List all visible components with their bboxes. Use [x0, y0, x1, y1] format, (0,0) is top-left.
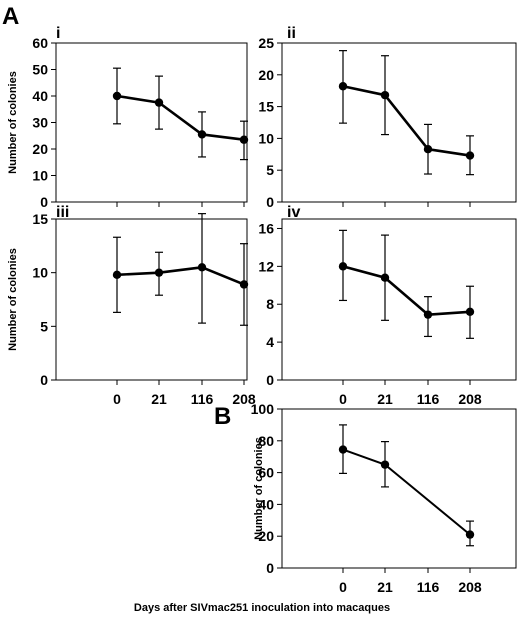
plot-frame-a-iii: [55, 218, 248, 381]
plot-frame-a-iv: [281, 218, 517, 381]
y-tick-label-a-i: 60: [32, 35, 48, 51]
y-tick-label-a-iii: 10: [32, 265, 48, 281]
panel-label-a-i: i: [56, 25, 60, 42]
y-tick-label-a-ii: 15: [258, 99, 274, 115]
data-point-a-ii: [338, 82, 348, 91]
panel-label-a-iii: iii: [56, 204, 69, 221]
y-tick-label-b: 80: [258, 433, 274, 449]
series-line-b: [342, 448, 471, 536]
y-tick-label-a-iv: 16: [258, 220, 274, 236]
data-point-a-ii: [380, 90, 390, 100]
y-tick-label-a-i: 10: [32, 168, 48, 184]
x-tick-label-a-iii: 0: [113, 391, 121, 407]
panel-label-a-iv: iv: [287, 204, 300, 221]
y-tick-label-b: 0: [266, 560, 274, 576]
data-point-a-iv: [465, 307, 475, 317]
x-tick-label-a-iii: 116: [191, 391, 214, 407]
x-tick-label-a-iii: 21: [151, 391, 167, 407]
y-tick-label-b: 20: [258, 528, 274, 544]
y-tick-label-a-iv: 12: [258, 258, 274, 274]
y-tick-label-b: 60: [258, 465, 274, 481]
plot-frame-a-i: [55, 42, 248, 203]
data-point-a-i: [112, 91, 122, 101]
data-point-a-iii: [154, 268, 164, 277]
y-tick-label-a-i: 40: [32, 88, 48, 104]
y-axis-label-a-iii: Number of colonies: [7, 248, 19, 351]
data-point-a-iii: [239, 280, 249, 289]
panel-letter-a: A: [2, 3, 19, 30]
data-point-b: [380, 460, 390, 469]
chart-a-ii: 0 5 10 15 20 25 ii: [258, 25, 517, 210]
data-point-a-iv: [423, 310, 433, 319]
y-tick-label-a-ii: 5: [266, 162, 274, 178]
x-tick-label-a-iv: 0: [339, 391, 347, 407]
y-tick-label-a-iii: 5: [40, 318, 48, 334]
x-tick-label-a-iv: 116: [417, 391, 440, 407]
data-point-a-i: [154, 98, 164, 107]
y-tick-label-b: 40: [258, 496, 274, 512]
y-axis-label-b: Number of colonies: [253, 437, 265, 540]
x-tick-label-b: 116: [417, 579, 440, 595]
x-tick-label-b: 0: [339, 579, 347, 595]
data-point-a-ii: [423, 145, 433, 154]
y-tick-label-a-i: 50: [32, 62, 48, 78]
panel-label-a-ii: ii: [287, 25, 296, 42]
data-point-a-iii: [197, 263, 207, 272]
plot-frame-b: [281, 408, 517, 569]
x-axis-title: Days after SIVmac251 inoculation into ma…: [134, 602, 390, 614]
plot-frame-a-ii: [281, 42, 517, 203]
chart-a-iv: 0 4 8 12 16 0 21 116 208 iv: [258, 204, 517, 407]
y-tick-label-a-i: 30: [32, 115, 48, 131]
y-tick-label-a-iii: 15: [32, 211, 48, 227]
series-line-a-iv: [342, 265, 471, 316]
y-tick-label-a-iii: 0: [40, 372, 48, 388]
x-tick-label-b: 21: [377, 579, 393, 595]
chart-b: 0 20 40 60 80 100 0 21 116 208 Number of colonies: [251, 401, 517, 595]
y-tick-label-a-iv: 0: [266, 372, 274, 388]
chart-a-i: 0 10 20 30 40 50 60 i Number of colonies: [7, 25, 249, 210]
y-tick-label-a-i: 20: [32, 141, 48, 157]
y-tick-label-a-iv: 8: [266, 296, 274, 312]
y-tick-label-a-ii: 25: [258, 35, 274, 51]
data-point-a-iv: [338, 262, 348, 271]
x-tick-label-a-iv: 208: [458, 391, 482, 407]
series-line-a-ii: [342, 84, 471, 157]
data-point-a-i: [197, 130, 207, 139]
data-point-b: [465, 530, 475, 539]
data-point-a-iv: [380, 273, 390, 282]
data-point-b: [338, 445, 348, 454]
x-tick-label-a-iii: 208: [232, 391, 256, 407]
chart-a-iii: 0 5 10 15 0 21 116 208 iii Number of colonies: [7, 204, 256, 407]
panel-letter-b: B: [214, 403, 231, 430]
y-tick-label-a-ii: 10: [258, 130, 274, 146]
series-line-a-i: [116, 94, 245, 142]
y-tick-label-a-i: 0: [40, 194, 48, 210]
y-axis-label-a-i: Number of colonies: [7, 71, 19, 174]
y-tick-label-a-ii: 20: [258, 67, 274, 83]
y-tick-label-a-iv: 4: [266, 334, 274, 350]
data-point-a-ii: [465, 151, 475, 160]
data-point-a-iii: [112, 270, 122, 280]
data-point-a-i: [239, 135, 249, 144]
series-line-a-iii: [116, 265, 245, 286]
y-tick-label-a-ii: 0: [266, 194, 274, 210]
y-tick-label-b: 100: [251, 401, 275, 417]
x-tick-label-b: 208: [458, 579, 482, 595]
x-tick-label-a-iv: 21: [377, 391, 393, 407]
